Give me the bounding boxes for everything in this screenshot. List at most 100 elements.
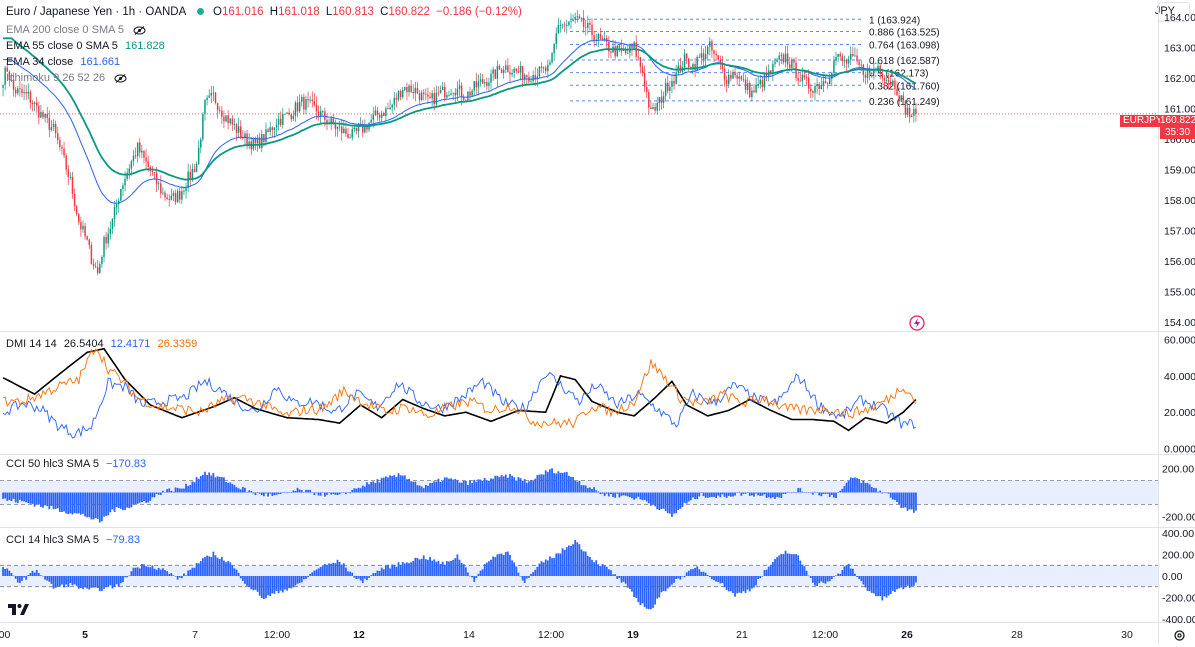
ema200-legend[interactable]: EMA 200 close 0 SMA 5 <box>6 23 146 37</box>
cci-bar <box>18 576 21 583</box>
cci-bar <box>513 562 516 576</box>
cci-bar <box>384 476 387 493</box>
cci-bar <box>860 576 863 581</box>
cci-bar <box>241 486 244 493</box>
cci-bar <box>725 492 728 498</box>
candle-body <box>258 137 261 148</box>
currency-label[interactable]: JPY <box>1155 5 1175 17</box>
cci-bar <box>511 560 513 576</box>
currency-box[interactable] <box>1158 2 1190 22</box>
tradingview-logo[interactable] <box>7 601 31 617</box>
cci-bar <box>462 564 465 576</box>
cci-bar <box>82 576 84 590</box>
cci-bar <box>351 489 354 493</box>
cci-bar <box>696 492 699 500</box>
candle-body <box>656 102 658 111</box>
cci-bar <box>772 561 774 576</box>
dmi-legend[interactable]: DMI 14 14 26.5404 12.4171 26.3359 <box>6 337 197 351</box>
cci-bar <box>220 556 223 576</box>
cci-bar <box>660 492 663 510</box>
candle-body <box>334 124 337 129</box>
cci-bar <box>626 492 629 497</box>
cci-bar <box>540 474 543 493</box>
cci-bar <box>542 474 545 493</box>
cci-bar <box>515 480 518 493</box>
ema34-legend[interactable]: EMA 34 close 161.661 <box>6 55 120 69</box>
candle-body <box>61 147 63 149</box>
candle-body <box>521 66 524 80</box>
cci-bar <box>58 492 61 512</box>
cci-bar <box>241 576 244 581</box>
candle-body <box>294 102 297 116</box>
cci-bar <box>288 576 291 589</box>
cci-bar <box>490 478 492 493</box>
candle-body <box>263 134 265 142</box>
cci-bar <box>44 576 47 580</box>
cci-bar <box>454 558 457 576</box>
cci-bar <box>763 570 766 576</box>
cci-bar <box>410 481 413 493</box>
ichimoku-legend[interactable]: Ichimoku 9 26 52 26 <box>6 71 127 85</box>
cci-bar <box>143 564 145 576</box>
candle-body <box>136 142 139 157</box>
cci-bar <box>704 572 707 576</box>
cci-bar <box>799 560 802 576</box>
cci-bar <box>42 492 44 508</box>
cci-bar <box>622 576 625 582</box>
cci-bar <box>856 478 858 493</box>
cci-bar <box>183 488 185 493</box>
ema55-legend[interactable]: EMA 55 close 0 SMA 5 161.828 <box>6 39 165 53</box>
cci-bar <box>618 576 621 578</box>
candle-body <box>397 90 400 100</box>
cci-bar <box>769 564 772 576</box>
price-axis-tick: 162.000 <box>1164 73 1195 85</box>
cci-bar <box>439 564 442 576</box>
cci-bar <box>828 492 831 497</box>
lightning-icon[interactable] <box>909 315 925 331</box>
candle-body <box>717 55 719 60</box>
cci-bar <box>900 576 903 588</box>
symbol-title[interactable]: Euro / Japanese Yen · 1h · OANDA <box>6 6 186 18</box>
cci-bar <box>631 492 633 499</box>
cci-bar <box>126 492 129 508</box>
cci-bar <box>260 492 263 496</box>
cci-bar <box>389 475 391 493</box>
candle-body <box>349 137 351 139</box>
cci50-legend[interactable]: CCI 50 hlc3 SMA 5 −170.83 <box>6 457 146 471</box>
eye-off-icon[interactable] <box>114 74 127 83</box>
cci-bar <box>500 474 503 493</box>
candle-body <box>580 17 583 19</box>
settings-icon[interactable] <box>1173 629 1186 642</box>
cci-bar <box>14 576 17 579</box>
candle-body <box>124 178 126 186</box>
candle-body <box>33 102 36 105</box>
candle-body <box>431 92 433 99</box>
cci-bar <box>35 492 38 505</box>
eye-off-icon[interactable] <box>133 26 146 35</box>
cci-bar <box>271 492 274 496</box>
candle-body <box>242 137 244 139</box>
cci-bar <box>742 492 745 494</box>
candle-body <box>513 68 515 73</box>
cci-bar <box>378 570 381 576</box>
cci-bar <box>338 492 341 495</box>
cci-bar <box>595 490 598 493</box>
cci-bar <box>298 576 301 584</box>
cci-bar <box>502 476 505 493</box>
candle-body <box>441 86 444 91</box>
cci-bar <box>506 551 509 576</box>
cci-bar <box>355 488 358 493</box>
candle-body <box>885 79 888 81</box>
cci-bar <box>443 564 446 576</box>
cci-bar <box>361 576 364 583</box>
cci-bar <box>250 491 253 493</box>
candle-body <box>383 113 385 117</box>
cci-bar <box>767 566 770 576</box>
cci14-legend[interactable]: CCI 14 hlc3 SMA 5 −79.83 <box>6 533 140 547</box>
cci-bar <box>414 481 417 493</box>
cci-bar <box>494 475 497 493</box>
candle-body <box>404 87 406 90</box>
candle-body <box>505 65 507 70</box>
